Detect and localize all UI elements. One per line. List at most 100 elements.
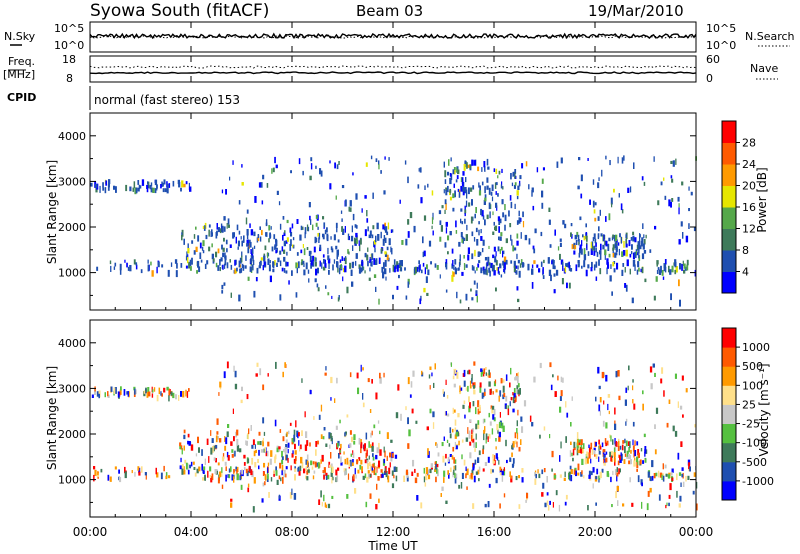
power-cell (476, 282, 478, 289)
power-cell (303, 269, 306, 276)
velocity-cell (620, 453, 623, 461)
power-cell (295, 262, 298, 269)
power-cell (350, 269, 353, 276)
velocity-cell (384, 450, 386, 458)
velocity-cell (248, 428, 250, 435)
velocity-cell (178, 395, 180, 401)
velocity-cell (654, 372, 656, 377)
velocity-cell (490, 468, 493, 474)
velocity-cell (180, 391, 182, 397)
velocity-cell (405, 469, 409, 475)
power-cell (439, 236, 442, 242)
power-cell (483, 269, 486, 275)
velocity-cell (330, 452, 332, 459)
velocity-cell (220, 470, 223, 477)
velocity-cell (320, 490, 322, 498)
power-cell (202, 240, 205, 247)
power-cell (611, 203, 613, 208)
power-cell (451, 248, 454, 254)
power-cell (343, 257, 345, 261)
power-cell (670, 293, 672, 301)
power-cell (151, 270, 154, 277)
velocity-cell (640, 479, 643, 485)
power-cell (604, 254, 606, 260)
velocity-cell (376, 447, 379, 454)
power-cell (361, 208, 363, 213)
power-cell (137, 180, 140, 185)
velocity-cell (181, 468, 184, 475)
velocity-cell (636, 461, 639, 469)
velocity-cell (487, 501, 490, 508)
velocity-cell (233, 365, 235, 372)
power-cell (310, 219, 312, 225)
power-cell (531, 190, 533, 197)
power-cell (269, 260, 271, 264)
power-cell (384, 237, 387, 243)
velocity-cell (140, 466, 143, 473)
nave-label: Nave (750, 62, 778, 75)
nave-tick-bottom: 0 (706, 72, 713, 85)
velocity-cell (468, 369, 471, 375)
power-cell (304, 227, 307, 235)
velocity-colorbar-label: 25 (742, 398, 756, 411)
x-tick-label: 12:00 (376, 525, 411, 539)
power-cell (495, 202, 498, 208)
power-cell (554, 229, 556, 236)
velocity-cell (515, 476, 518, 481)
velocity-cell (433, 382, 435, 388)
velocity-cell (611, 456, 613, 462)
velocity-cell (477, 469, 480, 475)
power-cell (463, 255, 465, 259)
date-label: 19/Mar/2010 (588, 2, 684, 20)
power-cell (633, 162, 635, 169)
power-cell (473, 237, 476, 242)
power-cell (314, 257, 317, 262)
power-cell (215, 262, 218, 268)
power-colorbar-label: 24 (742, 158, 756, 171)
power-cell (393, 266, 396, 273)
velocity-cell (411, 471, 414, 476)
power-cell (612, 249, 614, 254)
velocity-cell (644, 452, 646, 457)
velocity-cell (659, 472, 663, 478)
velocity-cell (365, 501, 368, 508)
power-cell (688, 223, 690, 229)
velocity-cell (289, 422, 292, 426)
velocity-cell (531, 422, 534, 427)
power-cell (195, 246, 198, 252)
power-cell (240, 236, 242, 240)
velocity-cell (618, 468, 621, 473)
power-cell (261, 229, 263, 236)
velocity-cell (247, 458, 250, 463)
power-cell (431, 217, 434, 225)
velocity-cell (316, 462, 319, 467)
velocity-cell (682, 414, 684, 418)
velocity-cell (284, 362, 286, 368)
velocity-cell (534, 472, 536, 477)
velocity-cell (357, 469, 360, 474)
velocity-cell (384, 468, 386, 472)
velocity-cell (473, 382, 476, 388)
power-cell (211, 232, 213, 237)
power-cell (436, 265, 439, 270)
power-cell (591, 246, 594, 251)
power-cell (383, 235, 386, 241)
velocity-cell (598, 456, 600, 462)
velocity-cell (566, 412, 569, 418)
power-cell (314, 256, 316, 262)
power-cell (310, 163, 313, 170)
velocity-cell (241, 386, 243, 392)
power-cell (301, 226, 304, 230)
power-cell (199, 242, 202, 249)
power-cell (498, 271, 500, 275)
velocity-cell (488, 369, 490, 376)
power-cell (208, 224, 211, 228)
velocity-cell (512, 441, 515, 448)
velocity-cell (595, 454, 598, 459)
velocity-cell (613, 447, 616, 453)
velocity-cell (503, 467, 505, 471)
velocity-cell (516, 432, 519, 440)
power-cell (327, 292, 330, 296)
velocity-cell (512, 458, 515, 464)
power-cell (542, 275, 545, 279)
